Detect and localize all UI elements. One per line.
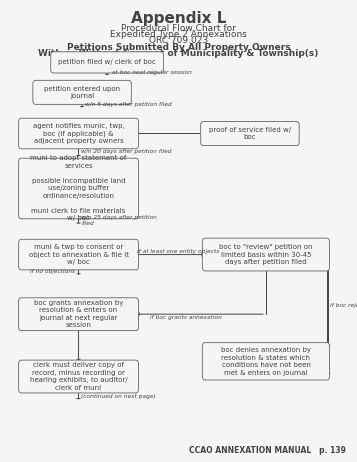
Text: petition filed w/ clerk of boc: petition filed w/ clerk of boc [58,60,156,65]
Text: at boc next regular session: at boc next regular session [112,71,192,75]
FancyBboxPatch shape [33,80,131,104]
Text: if boc rejects: if boc rejects [330,304,357,308]
FancyBboxPatch shape [51,52,164,73]
Text: Expedited Type 2 Annexations: Expedited Type 2 Annexations [110,30,247,39]
FancyBboxPatch shape [201,122,299,146]
Text: if no objections: if no objections [30,269,75,274]
Text: Procedural Flow Chart for: Procedural Flow Chart for [121,24,236,33]
Text: clerk must deliver copy of
record, minus recording or
hearing exhibits, to audit: clerk must deliver copy of record, minus… [30,362,127,391]
FancyBboxPatch shape [202,343,330,380]
Text: w/n 25 days after petition
filed: w/n 25 days after petition filed [81,215,157,226]
Text: muni to adopt statement of
services

possible incompatible land
use/zoning buffe: muni to adopt statement of services poss… [30,156,127,221]
FancyBboxPatch shape [19,118,139,149]
Text: Appendix L: Appendix L [131,11,226,26]
Text: (continued on next page): (continued on next page) [81,394,156,399]
Text: proof of service filed w/
boc: proof of service filed w/ boc [209,127,291,140]
Text: boc to "review" petition on
limited basis within 30-45
days after petition filed: boc to "review" petition on limited basi… [219,244,313,265]
FancyBboxPatch shape [19,360,139,393]
Text: w/n 5 days after petition filed: w/n 5 days after petition filed [85,103,172,107]
Text: muni & twp to consent or
object to annexation & file it
w/ boc: muni & twp to consent or object to annex… [29,244,129,265]
FancyBboxPatch shape [19,298,139,331]
Text: if boc grants annexation: if boc grants annexation [150,315,222,320]
Text: if at least one entity objects: if at least one entity objects [137,249,220,254]
Text: Petitions Submitted By All Property Owners: Petitions Submitted By All Property Owne… [67,43,290,52]
Text: w/n 20 days after petition filed: w/n 20 days after petition filed [81,149,172,154]
Text: CCAO ANNEXATION MANUAL   p. 139: CCAO ANNEXATION MANUAL p. 139 [190,446,346,455]
Text: boc grants annexation by
resolution & enters on
journal at next regular
session: boc grants annexation by resolution & en… [34,300,123,328]
Text: agent notifies munic, twp,
boc (if applicable) &
adjacent property owners: agent notifies munic, twp, boc (if appli… [32,123,125,144]
Text: With or Without Consent of Municipality & Township(s): With or Without Consent of Municipality … [38,49,319,58]
Text: boc denies annexation by
resolution & states which
conditions have not been
met : boc denies annexation by resolution & st… [221,347,311,376]
FancyBboxPatch shape [202,238,330,271]
FancyBboxPatch shape [19,158,139,219]
Text: petition entered upon
journal: petition entered upon journal [44,85,120,99]
FancyBboxPatch shape [19,239,139,270]
Text: ORC 709.023: ORC 709.023 [149,36,208,45]
